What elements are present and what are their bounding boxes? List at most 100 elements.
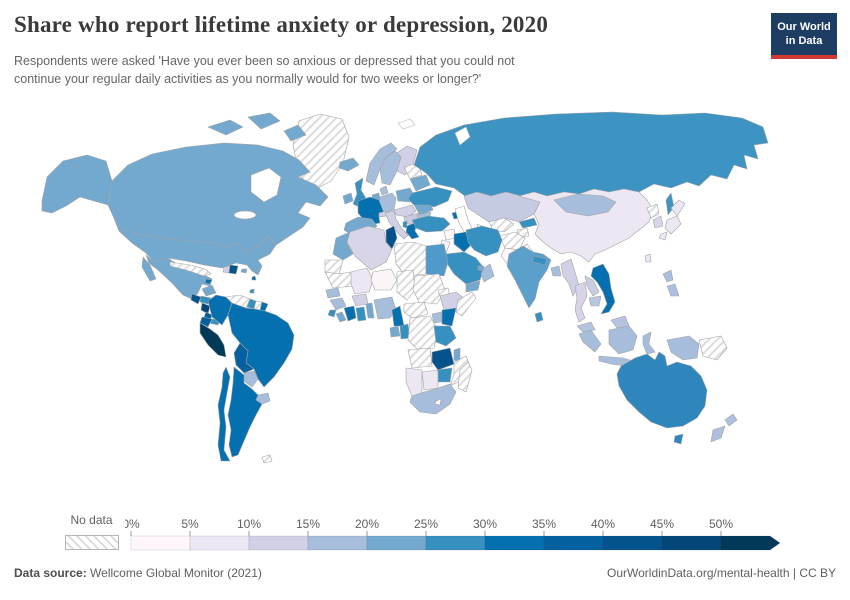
country-albania[interactable] bbox=[402, 220, 408, 229]
country-oman[interactable] bbox=[480, 263, 495, 283]
country-afghanistan[interactable] bbox=[498, 231, 526, 251]
country-mauritania[interactable] bbox=[324, 271, 354, 289]
country-czech-austria[interactable] bbox=[393, 204, 417, 218]
legend-bin-40-45%[interactable] bbox=[602, 535, 663, 551]
country-japan[interactable] bbox=[658, 231, 668, 241]
country-indonesia-papua[interactable] bbox=[666, 335, 700, 361]
footer-attribution-link[interactable]: OurWorldinData.org/mental-health | CC BY bbox=[607, 566, 836, 580]
country-denmark[interactable] bbox=[379, 185, 389, 196]
legend-bin->50%[interactable] bbox=[720, 535, 781, 551]
country-south-korea[interactable] bbox=[652, 215, 664, 229]
country-sierra-leone[interactable] bbox=[327, 309, 337, 318]
country-norway[interactable] bbox=[365, 142, 398, 186]
country-japan[interactable] bbox=[664, 215, 682, 235]
country-saudi-arabia[interactable] bbox=[445, 251, 485, 285]
country-philippines[interactable] bbox=[666, 283, 680, 297]
country-drc[interactable] bbox=[407, 315, 439, 351]
country-mexico-baja[interactable] bbox=[141, 256, 157, 282]
country-philippines[interactable] bbox=[662, 269, 674, 283]
legend-bin-5-10%[interactable] bbox=[189, 535, 250, 551]
country-trinidad[interactable] bbox=[249, 288, 255, 294]
country-guatemala[interactable] bbox=[190, 293, 202, 305]
country-nepal[interactable] bbox=[532, 255, 548, 266]
country-mexico-yucatan[interactable] bbox=[201, 284, 217, 297]
country-kyrgyzstan[interactable] bbox=[518, 217, 538, 229]
country-madagascar[interactable] bbox=[457, 361, 473, 393]
country-tanzania[interactable] bbox=[433, 325, 457, 347]
country-usa-alaska[interactable] bbox=[41, 154, 113, 214]
country-lesser-antilles[interactable] bbox=[251, 275, 257, 281]
country-botswana[interactable] bbox=[421, 369, 439, 391]
country-india[interactable] bbox=[506, 245, 552, 309]
country-ghana[interactable] bbox=[355, 306, 367, 322]
country-angola[interactable] bbox=[407, 347, 433, 369]
country-mexico[interactable] bbox=[145, 254, 213, 300]
country-zimbabwe[interactable] bbox=[435, 367, 453, 383]
country-australia-tasmania[interactable] bbox=[673, 433, 684, 445]
country-central-african-republic[interactable] bbox=[403, 301, 429, 319]
country-togo-benin[interactable] bbox=[365, 302, 375, 319]
country-yemen[interactable] bbox=[465, 280, 481, 293]
country-taiwan[interactable] bbox=[644, 253, 652, 263]
country-north-korea[interactable] bbox=[646, 203, 660, 219]
country-cambodia[interactable] bbox=[588, 295, 602, 307]
country-russia-sakhalin[interactable] bbox=[665, 192, 675, 216]
country-ivory-coast[interactable] bbox=[343, 305, 357, 322]
country-papua-new-guinea[interactable] bbox=[698, 335, 728, 361]
country-russia[interactable] bbox=[413, 111, 769, 197]
country-vietnam[interactable] bbox=[590, 263, 616, 315]
country-peru[interactable] bbox=[199, 322, 227, 358]
country-new-zealand-north[interactable] bbox=[724, 413, 738, 427]
legend-color-scale[interactable]: 0% 5% 10% 15% 20% 25% 30% 35% 40% 45% 50% bbox=[125, 515, 795, 555]
country-iceland[interactable] bbox=[338, 157, 360, 172]
country-cameroon[interactable] bbox=[391, 305, 405, 327]
country-canada[interactable] bbox=[247, 112, 281, 130]
country-canada[interactable] bbox=[283, 124, 307, 142]
country-belarus[interactable] bbox=[409, 174, 431, 192]
owid-logo[interactable]: Our World in Data bbox=[771, 13, 837, 59]
country-chad[interactable] bbox=[396, 269, 416, 301]
country-ireland[interactable] bbox=[342, 192, 354, 205]
country-kenya[interactable] bbox=[441, 307, 457, 327]
legend-no-data-swatch[interactable] bbox=[65, 535, 119, 550]
legend-bin-25-30%[interactable] bbox=[425, 535, 486, 551]
country-lesotho[interactable] bbox=[434, 398, 442, 406]
country-sri-lanka[interactable] bbox=[534, 311, 544, 323]
country-egypt[interactable] bbox=[425, 243, 449, 277]
country-japan[interactable] bbox=[670, 199, 686, 217]
country-argentina[interactable] bbox=[227, 366, 263, 458]
country-cuba[interactable] bbox=[169, 261, 212, 277]
country-guinea[interactable] bbox=[329, 297, 347, 311]
country-malaysia-borneo[interactable] bbox=[610, 315, 630, 329]
country-jamaica[interactable] bbox=[204, 278, 213, 285]
country-malaysia[interactable] bbox=[576, 321, 596, 333]
country-china[interactable] bbox=[518, 188, 654, 263]
country-south-africa[interactable] bbox=[409, 383, 457, 415]
country-thailand[interactable] bbox=[574, 281, 588, 323]
country-western-sahara[interactable] bbox=[324, 259, 344, 275]
country-senegal[interactable] bbox=[325, 287, 341, 299]
country-liberia[interactable] bbox=[335, 311, 347, 323]
country-namibia[interactable] bbox=[405, 367, 423, 397]
country-chile[interactable] bbox=[217, 366, 231, 462]
country-new-zealand-south[interactable] bbox=[710, 425, 726, 443]
country-sudan[interactable] bbox=[412, 273, 446, 305]
country-gabon[interactable] bbox=[389, 325, 401, 338]
country-iran[interactable] bbox=[465, 225, 503, 257]
legend-bin-15-20%[interactable] bbox=[307, 535, 368, 551]
country-switzerland[interactable] bbox=[378, 210, 387, 218]
country-niger[interactable] bbox=[370, 268, 398, 291]
country-burkina-faso[interactable] bbox=[351, 293, 369, 307]
country-indonesia-sulawesi[interactable] bbox=[642, 331, 656, 355]
country-bangladesh[interactable] bbox=[550, 265, 562, 277]
country-dominican-republic[interactable] bbox=[228, 264, 239, 275]
country-turkey[interactable] bbox=[411, 215, 451, 233]
legend-bin-20-25%[interactable] bbox=[366, 535, 427, 551]
legend-bin-35-40%[interactable] bbox=[543, 535, 604, 551]
country-uganda[interactable] bbox=[431, 311, 443, 324]
country-puerto-rico[interactable] bbox=[240, 268, 248, 274]
country-zambia[interactable] bbox=[431, 347, 455, 371]
country-somalia[interactable] bbox=[455, 291, 477, 317]
country-indonesia-borneo[interactable] bbox=[608, 325, 638, 355]
country-bolivia[interactable] bbox=[233, 342, 255, 374]
